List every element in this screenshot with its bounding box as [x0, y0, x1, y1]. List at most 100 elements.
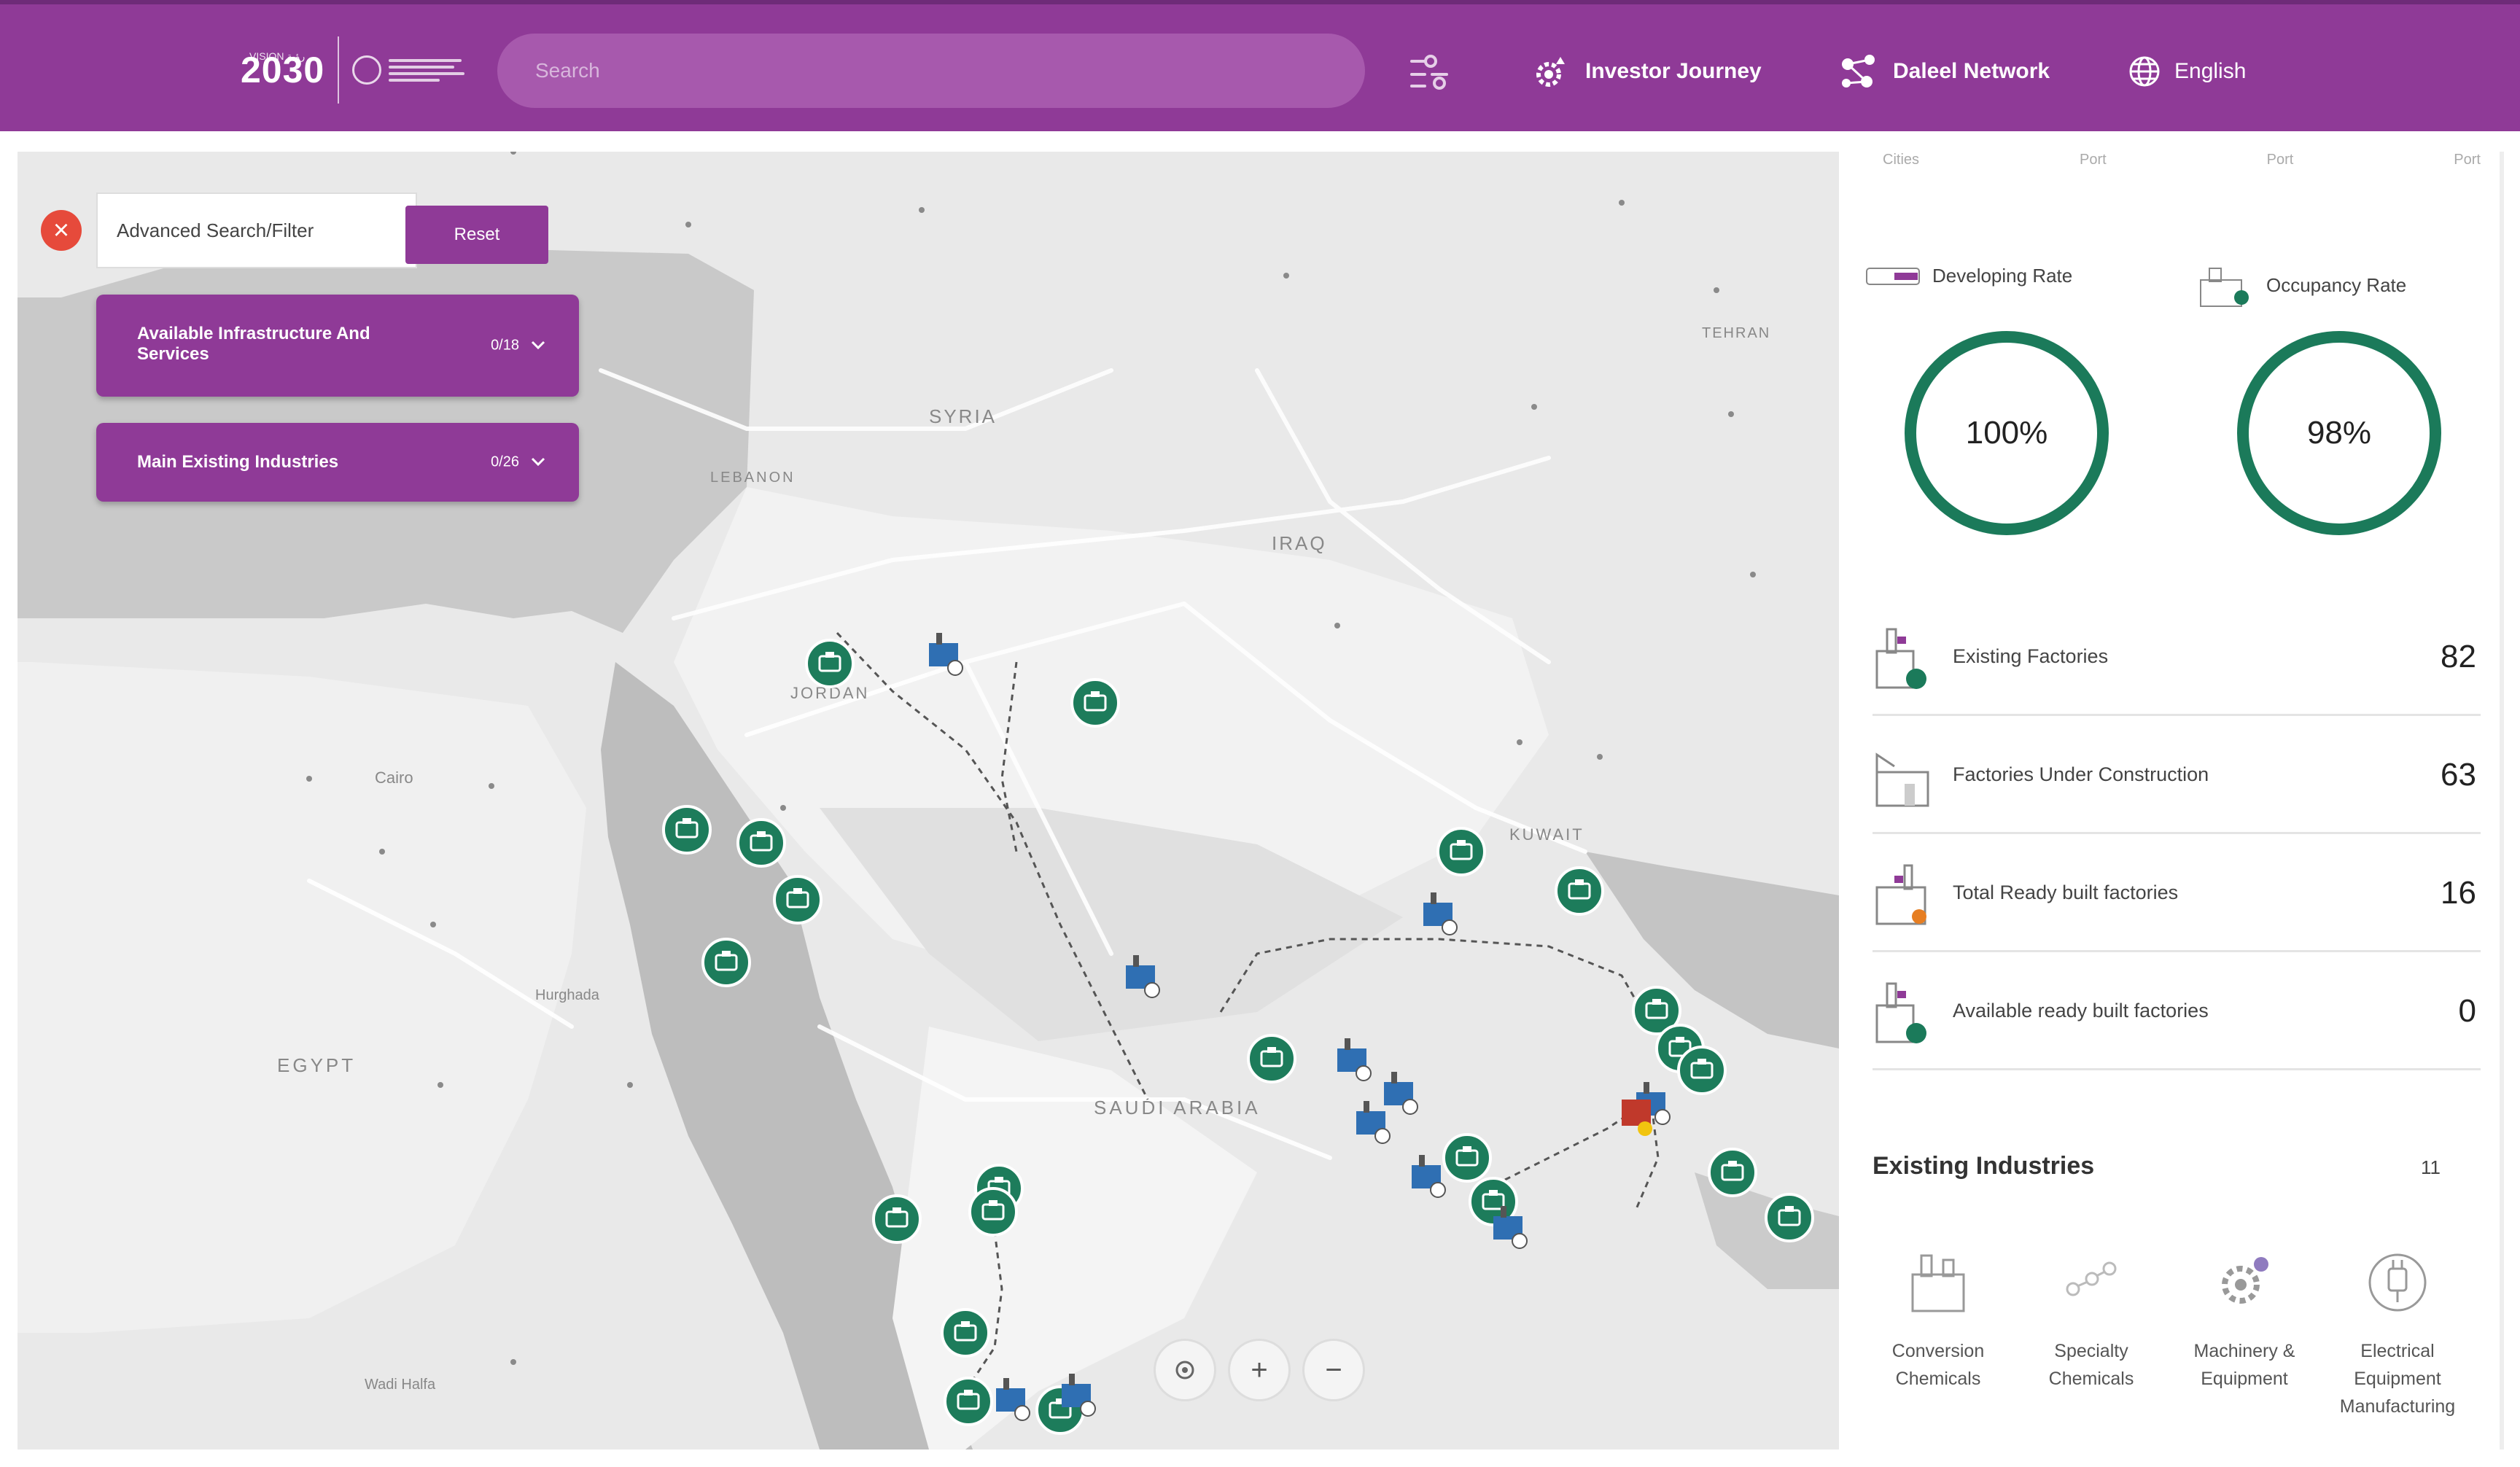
top-label: Cities [1883, 152, 1920, 168]
accordion-infrastructure-label-1: Available Infrastructure And [137, 324, 370, 343]
language-switch[interactable]: English [2128, 48, 2246, 95]
reset-button[interactable]: Reset [405, 206, 548, 264]
network-icon [1842, 55, 1875, 87]
logo-separator [338, 36, 340, 104]
industrial-city-marker [1070, 678, 1120, 728]
factory-construction-icon [1875, 752, 1929, 806]
industrial-city-marker [944, 1377, 993, 1426]
specialty-chemicals-icon [2066, 1261, 2117, 1296]
close-filter-button[interactable]: × [41, 210, 82, 251]
chevron-down-icon [531, 341, 545, 350]
daleel-network-link[interactable]: Daleel Network [1838, 48, 2050, 95]
existing-industries-count: 11 [2421, 1156, 2441, 1178]
industry-label: Specialty [2054, 1341, 2128, 1361]
accordion-industries-count: 0/26 [491, 454, 519, 470]
top-label: Port [2079, 152, 2107, 168]
developing-rate-icon [1866, 268, 1920, 285]
vision-logo-mark: VISION رؤية 2030 [241, 50, 325, 90]
ready-built-value: 16 [2441, 874, 2476, 911]
vision-logo-text: 2030 [241, 50, 325, 90]
stat-row-under-construction: Factories Under Construction 63 [1872, 717, 2481, 834]
industrial-city-marker [968, 1187, 1018, 1237]
filter-toggle-icon[interactable] [1409, 52, 1450, 90]
factory-marker [995, 1377, 1030, 1421]
industry-label: Chemicals [1895, 1369, 1981, 1389]
industrial-city-marker [736, 818, 786, 868]
top-label: Port [2454, 152, 2481, 168]
top-label: Port [2266, 152, 2294, 168]
zoom-out-button[interactable]: − [1302, 1339, 1365, 1401]
factory-marker [1411, 1154, 1446, 1198]
industrial-city-marker [1677, 1046, 1727, 1095]
stat-row-available-ready-built: Available ready built factories 0 [1872, 954, 2481, 1070]
accordion-industries[interactable]: Main Existing Industries 0/26 [96, 423, 579, 502]
industry-label: Conversion [1891, 1341, 1985, 1361]
available-factory-icon [1875, 982, 1926, 1043]
electrical-plug-icon [2368, 1253, 2427, 1312]
locate-button[interactable] [1154, 1339, 1216, 1401]
map-label-lebanon: LEBANON [710, 470, 796, 486]
occupancy-rate-icon [2200, 268, 2249, 307]
existing-factories-value: 82 [2441, 638, 2476, 674]
zoom-in-button[interactable]: + [1228, 1339, 1291, 1401]
ready-built-factory-icon [1875, 864, 1926, 925]
existing-factories-label: Existing Factories [1953, 645, 2109, 667]
vision-logo-small: VISION رؤية [249, 50, 306, 62]
developing-rate-gauge: 100% [1905, 331, 2109, 535]
industrial-city-marker [1765, 1193, 1814, 1242]
map-label-iraq: IRAQ [1272, 532, 1327, 554]
developing-rate-value: 100% [1965, 415, 2048, 451]
industry-label: Equipment [2201, 1369, 2288, 1389]
factory-marker [1423, 892, 1458, 935]
available-ready-built-value: 0 [2458, 992, 2476, 1029]
industry-machinery-equipment[interactable]: Machinery & Equipment [2171, 1250, 2317, 1393]
stat-row-ready-built: Total Ready built factories 16 [1872, 836, 2481, 952]
occupancy-rate-header: Occupancy Rate [2196, 261, 2406, 309]
map-label-wadi-halfa: Wadi Halfa [365, 1377, 436, 1393]
map-canvas[interactable]: SYRIA IRAQ JORDAN LEBANON EGYPT SAUDI AR… [18, 152, 1839, 1450]
map-label-saudi: SAUDI ARABIA [1094, 1097, 1261, 1118]
factory-marker [1125, 954, 1160, 998]
industry-label: Electrical [2360, 1341, 2435, 1361]
investor-journey-link[interactable]: Investor Journey [1531, 48, 1762, 95]
industrial-city-marker [941, 1308, 990, 1358]
industrial-city-marker [805, 639, 855, 688]
developing-rate-label: Developing Rate [1932, 264, 2073, 287]
industry-specialty-chemicals[interactable]: Specialty Chemicals [2018, 1250, 2164, 1393]
ready-built-label: Total Ready built factories [1953, 882, 2179, 903]
under-construction-label: Factories Under Construction [1953, 763, 2209, 785]
industry-conversion-chemicals[interactable]: Conversion Chemicals [1865, 1250, 2011, 1393]
industry-label: Chemicals [2048, 1369, 2134, 1389]
factory-marker-red [1622, 1100, 1652, 1136]
accordion-infrastructure-count: 0/18 [491, 337, 519, 354]
industrial-city-marker [872, 1194, 922, 1244]
vision-2030-logo[interactable]: VISION رؤية 2030 [241, 34, 465, 106]
available-ready-built-label: Available ready built factories [1953, 1000, 2209, 1022]
industry-label: Manufacturing [2339, 1396, 2456, 1417]
panel-top-labels: Cities Port Port Port [1883, 152, 2481, 168]
map-label-tehran: TEHRAN [1702, 325, 1771, 341]
globe-icon [2129, 56, 2160, 87]
accordion-infrastructure[interactable]: Available Infrastructure And Services 0/… [96, 295, 579, 397]
advanced-search-label: Advanced Search/Filter [96, 192, 417, 268]
panel-scrollbar[interactable] [2500, 152, 2504, 1450]
existing-industries-title: Existing Industries [1872, 1152, 2095, 1180]
occupancy-rate-gauge: 98% [2237, 331, 2441, 535]
map-marker-group[interactable] [18, 152, 1839, 1450]
machinery-gear-icon [2222, 1257, 2268, 1304]
accordion-infrastructure-label-2: Services [137, 344, 209, 364]
investor-gear-icon [1536, 57, 1565, 87]
industry-electrical-equipment[interactable]: Electrical Equipment Manufacturing [2325, 1250, 2470, 1420]
language-label: English [2174, 59, 2247, 83]
industrial-city-marker [1442, 1133, 1492, 1183]
factory-marker [1337, 1038, 1372, 1081]
map-label-cairo: Cairo [375, 768, 413, 787]
industry-label: Machinery & [2193, 1341, 2295, 1361]
search-input[interactable]: Search [497, 34, 1365, 108]
developing-rate-header: Developing Rate [1865, 261, 2072, 290]
statistics-panel: Cities Port Port Port Developing Rate Oc… [1839, 152, 2510, 1450]
industrial-city-marker [773, 875, 822, 925]
map-label-syria: SYRIA [929, 405, 998, 427]
industry-label: Equipment [2354, 1369, 2441, 1389]
close-icon: × [52, 215, 70, 246]
